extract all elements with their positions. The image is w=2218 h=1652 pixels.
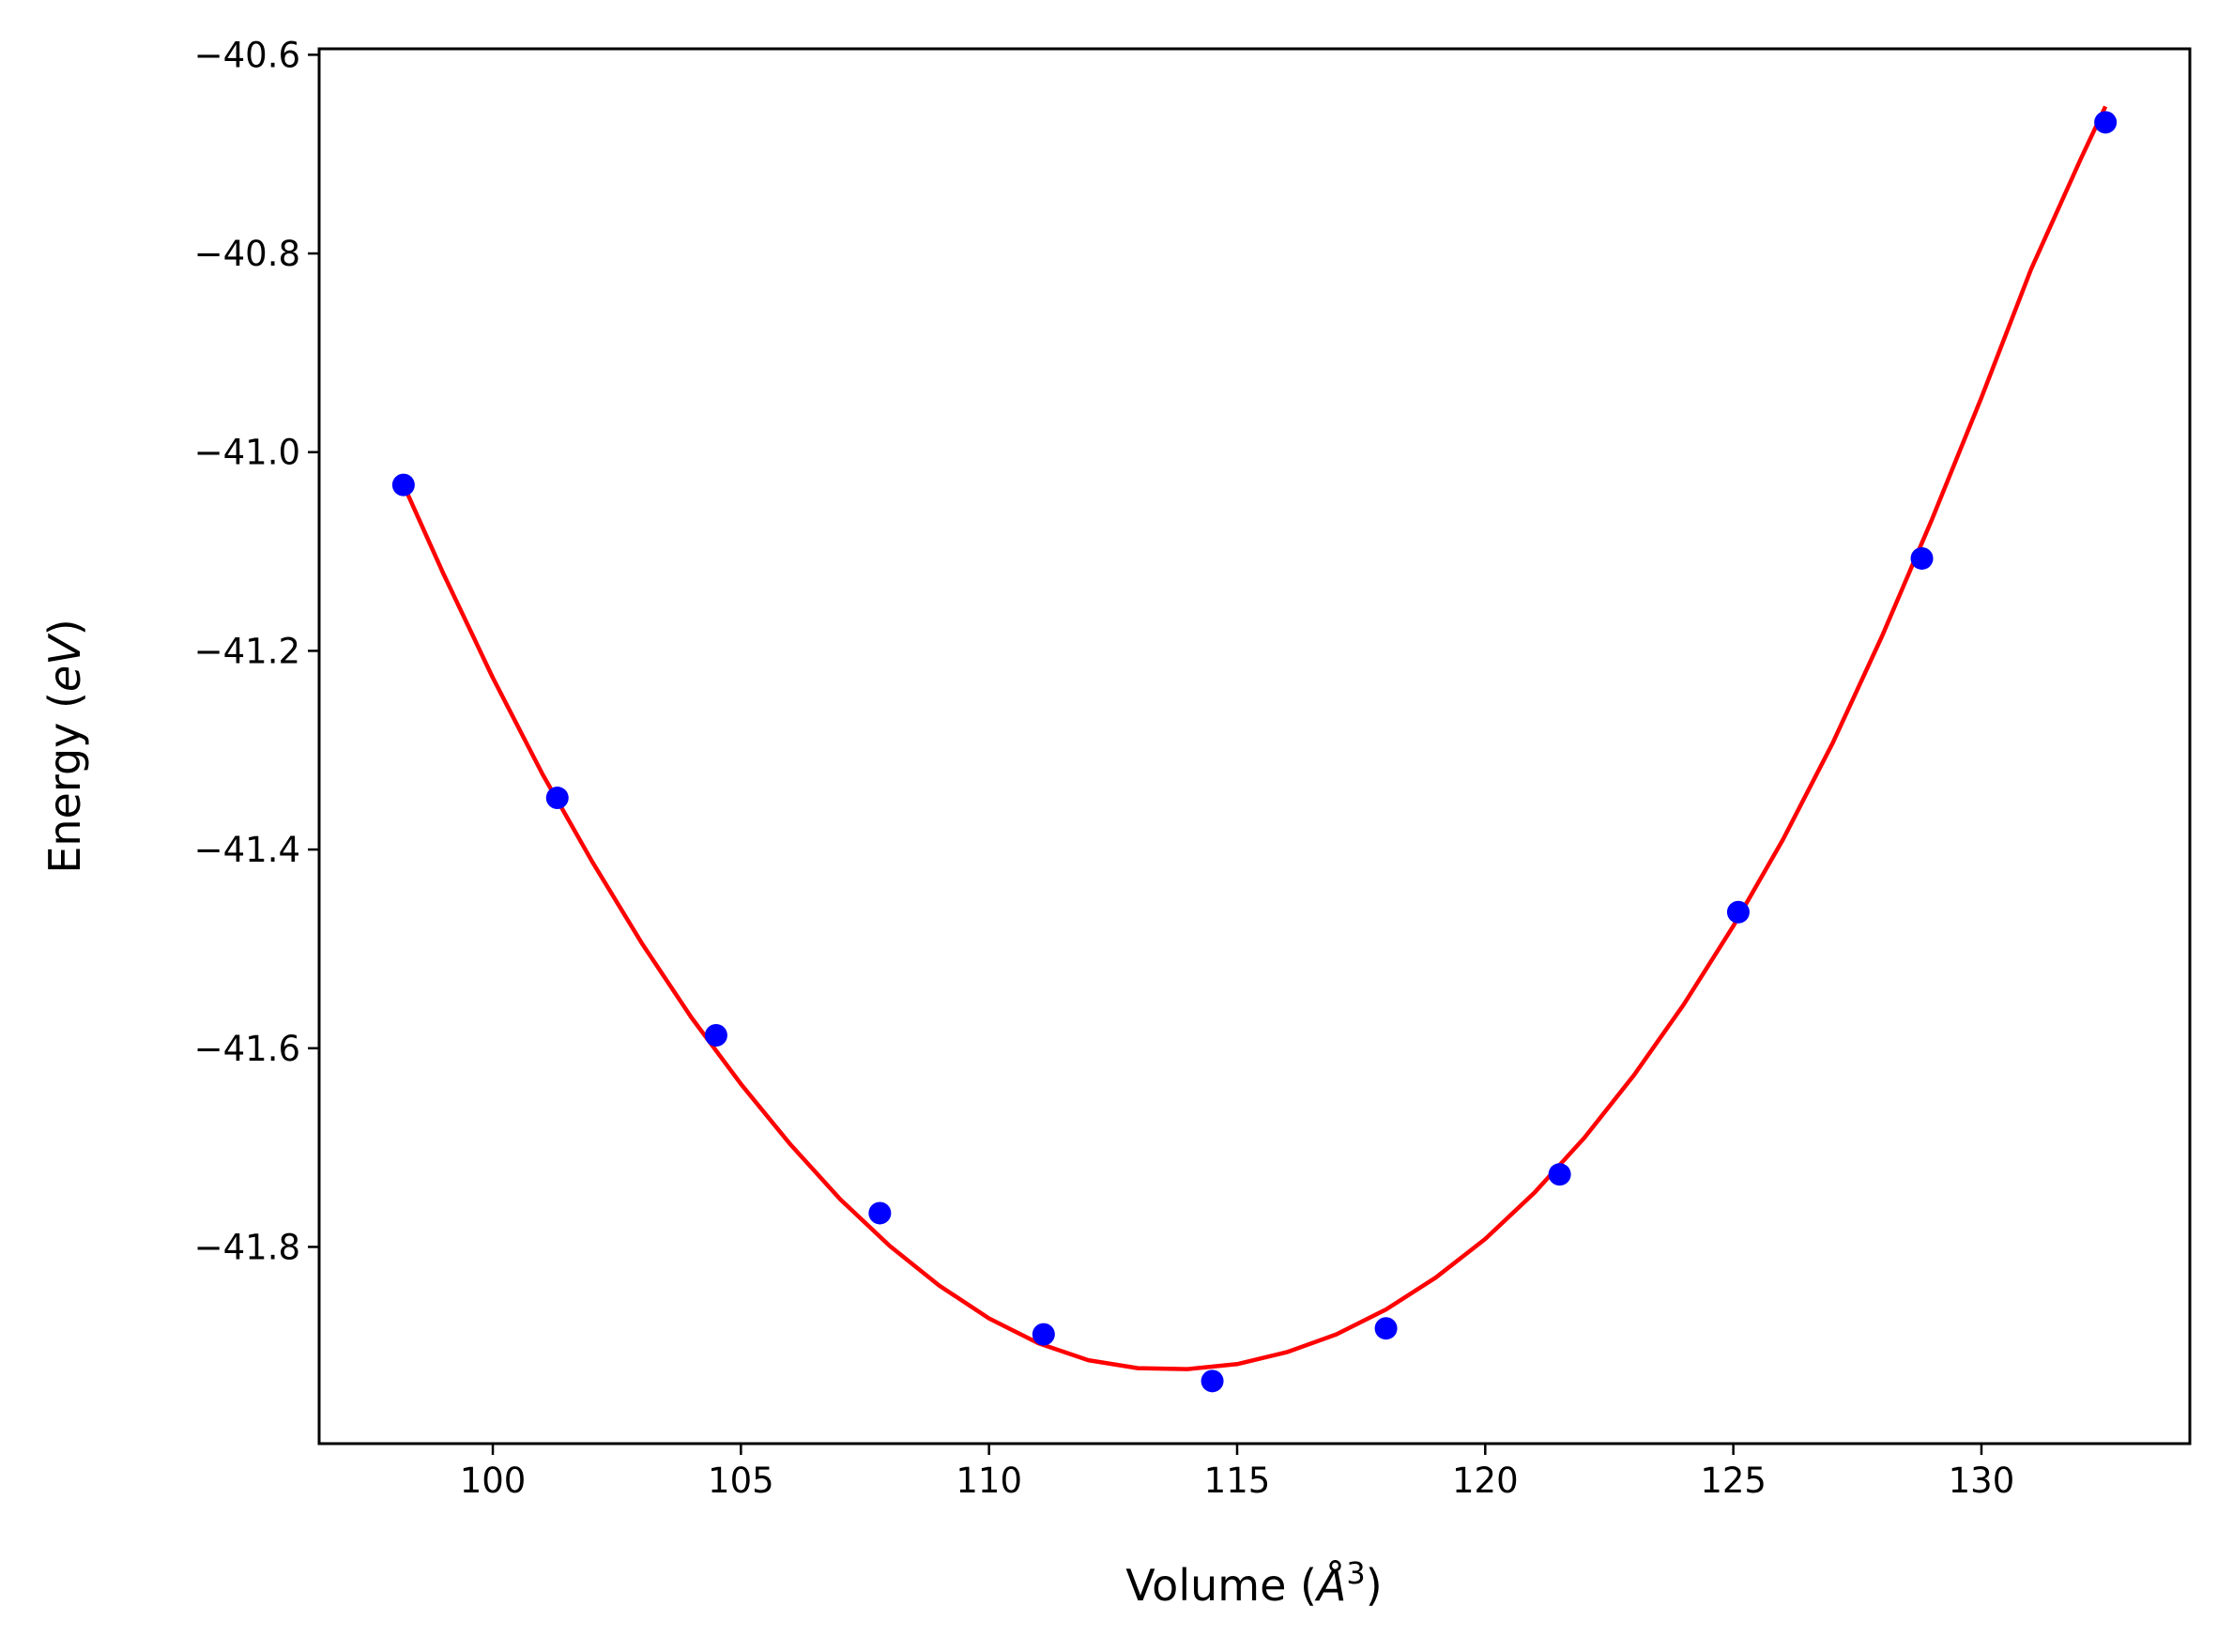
x-axis-label-close: ) bbox=[1366, 1560, 1383, 1611]
x-axis-ticks: 100 105 110 115 120 125 130 bbox=[460, 1444, 2015, 1501]
data-point bbox=[1726, 900, 1750, 924]
data-point bbox=[1374, 1317, 1398, 1340]
x-tick-label: 125 bbox=[1700, 1461, 1767, 1501]
x-tick-label: 105 bbox=[708, 1461, 774, 1501]
y-tick-label: −41.6 bbox=[194, 1029, 300, 1069]
x-tick-label: 100 bbox=[460, 1461, 527, 1501]
x-tick-label: 130 bbox=[1949, 1461, 2015, 1501]
y-tick-label: −41.4 bbox=[194, 830, 300, 870]
fit-curve-line bbox=[401, 105, 2108, 1371]
x-axis-label-unit-power: 3 bbox=[1346, 1555, 1365, 1591]
data-point bbox=[545, 787, 569, 810]
data-point bbox=[391, 473, 415, 497]
x-tick-label: 115 bbox=[1204, 1461, 1271, 1501]
data-point bbox=[2094, 111, 2118, 134]
data-point bbox=[1910, 546, 1934, 570]
y-tick-label: −41.2 bbox=[194, 631, 300, 671]
data-point bbox=[704, 1023, 727, 1047]
y-axis-label: Energy (eV) bbox=[39, 619, 90, 873]
y-axis-label-unit: eV bbox=[39, 633, 90, 692]
plot-area bbox=[391, 105, 2118, 1393]
x-tick-label: 120 bbox=[1452, 1461, 1519, 1501]
y-tick-label: −41.8 bbox=[194, 1227, 300, 1267]
x-tick-label: 110 bbox=[956, 1461, 1022, 1501]
y-tick-label: −40.6 bbox=[194, 35, 300, 75]
x-axis-label-unit-symbol: Å bbox=[1314, 1560, 1346, 1611]
y-tick-label: −40.8 bbox=[194, 234, 300, 274]
y-axis-ticks: −41.8 −41.6 −41.4 −41.2 −41.0 −40.8 −40.6 bbox=[194, 35, 319, 1267]
axes-frame bbox=[317, 47, 2192, 1446]
data-point bbox=[1548, 1163, 1571, 1186]
data-point bbox=[1201, 1369, 1224, 1393]
x-axis-label: Volume (Å3) bbox=[1125, 1555, 1382, 1611]
data-point bbox=[868, 1201, 892, 1225]
data-point bbox=[1032, 1323, 1055, 1346]
y-axis-label-close: ) bbox=[39, 619, 90, 635]
y-tick-label: −41.0 bbox=[194, 433, 300, 473]
